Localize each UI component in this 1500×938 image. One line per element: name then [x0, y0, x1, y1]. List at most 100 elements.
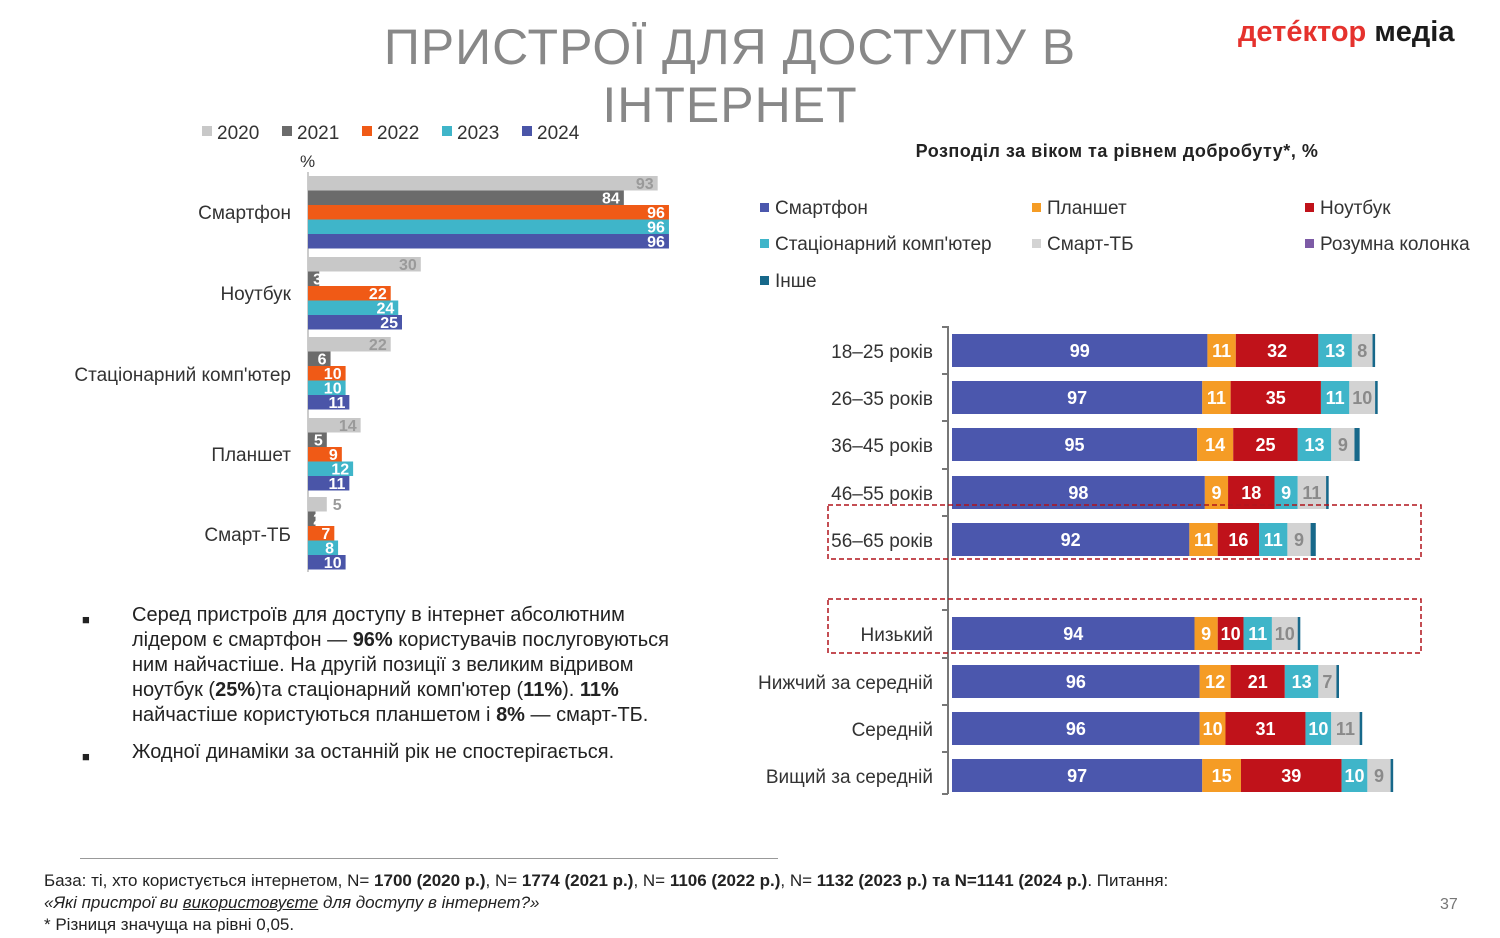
segment-label: 9 [1294, 530, 1304, 550]
legend2-label: Смартфон [775, 198, 868, 219]
bar-label-2023: 8 [325, 541, 334, 558]
bar-label-2023: 12 [331, 462, 349, 479]
segment-2 [1228, 476, 1275, 509]
bar-label-2024: 10 [324, 555, 342, 572]
category-label: Смартфон [198, 203, 291, 224]
segment-6 [1326, 476, 1329, 509]
row-label: 56–65 років [831, 531, 933, 552]
legend-label-2024: 2024 [537, 123, 580, 144]
bar-label-2020: 14 [339, 418, 357, 435]
segment-label: 11 [1248, 624, 1267, 644]
legend2-label: Інше [775, 271, 817, 292]
legend-swatch-2023 [442, 126, 452, 136]
segment-label: 8 [1357, 341, 1367, 361]
bar-label-2024: 25 [380, 315, 398, 332]
segment-label: 13 [1325, 341, 1345, 361]
segment-3 [1305, 712, 1332, 745]
bar-label-2021: 84 [602, 191, 620, 208]
segment-label: 15 [1212, 766, 1232, 786]
segment-label: 11 [1207, 388, 1226, 408]
segment-0 [952, 665, 1200, 698]
legend2-swatch [1305, 239, 1314, 248]
segment-label: 10 [1344, 766, 1364, 786]
row-label: Низький [861, 625, 933, 646]
bar-label-2022: 22 [369, 286, 387, 303]
legend-swatch-2021 [282, 126, 292, 136]
legend-swatch-2020 [202, 126, 212, 136]
highlight-box [827, 598, 1422, 654]
segment-label: 32 [1267, 341, 1287, 361]
legend2-label: Стаціонарний комп'ютер [775, 234, 992, 255]
bar-2020 [308, 176, 658, 191]
legend2-label: Смарт-ТБ [1047, 234, 1134, 255]
bullet-list: ■ Серед пристроїв для доступу в інтернет … [82, 603, 672, 781]
bar-2023 [308, 300, 399, 315]
segment-1 [1189, 523, 1218, 556]
bar-label-2023: 24 [376, 301, 394, 318]
bar-2023 [308, 540, 339, 555]
segment-4 [1318, 665, 1337, 698]
segment-3 [1259, 523, 1288, 556]
segment-label: 9 [1211, 483, 1221, 503]
bar-2024 [308, 395, 350, 410]
category-label: Планшет [211, 445, 291, 466]
legend-label-2023: 2023 [457, 123, 499, 144]
segment-0 [952, 334, 1208, 367]
bar-2023 [308, 380, 346, 395]
row-label: 26–35 років [831, 389, 933, 410]
segment-3 [1284, 665, 1319, 698]
segment-4 [1297, 476, 1327, 509]
segment-label: 18 [1241, 483, 1261, 503]
segment-6 [1375, 381, 1378, 414]
unit-label: % [300, 152, 315, 171]
segment-6 [1390, 759, 1394, 792]
segment-6 [1297, 617, 1301, 650]
footnote-divider [80, 858, 778, 859]
bar-label-2021: 6 [318, 352, 327, 369]
bar-label-2021: 2 [313, 512, 322, 529]
segment-6 [1372, 334, 1376, 367]
segment-label: 14 [1205, 435, 1225, 455]
segment-label: 97 [1067, 766, 1087, 786]
segment-label: 10 [1203, 719, 1223, 739]
bar-label-2022: 7 [321, 526, 330, 543]
legend-swatch-2022 [362, 126, 372, 136]
bar-2020 [308, 418, 361, 433]
segment-label: 9 [1201, 624, 1211, 644]
segment-label: 96 [1066, 672, 1086, 692]
bar-2022 [308, 366, 346, 381]
bar-label-2020: 30 [399, 257, 417, 274]
segment-label: 25 [1255, 435, 1275, 455]
bar-2021 [308, 271, 320, 286]
segment-1 [1197, 428, 1234, 461]
segment-label: 21 [1248, 672, 1268, 692]
segment-4 [1271, 617, 1298, 650]
segment-label: 31 [1255, 719, 1275, 739]
segment-6 [1359, 712, 1363, 745]
segment-label: 98 [1068, 483, 1088, 503]
segment-3 [1243, 617, 1272, 650]
bar-2024 [308, 234, 669, 249]
bar-label-2020: 5 [333, 497, 342, 514]
bar-label-2022: 96 [647, 205, 665, 222]
bullet-item: ■ Серед пристроїв для доступу в інтернет … [82, 603, 672, 728]
segment-label: 9 [1281, 483, 1291, 503]
segment-0 [952, 759, 1203, 792]
segment-label: 94 [1063, 624, 1083, 644]
segment-0 [952, 428, 1198, 461]
legend-swatch-2024 [522, 126, 532, 136]
segment-label: 11 [1212, 341, 1231, 361]
segment-label: 16 [1228, 530, 1248, 550]
segment-3 [1341, 759, 1368, 792]
footnote: База: ті, хто користується інтернетом, N… [44, 870, 1374, 936]
segment-label: 9 [1338, 435, 1348, 455]
page-number: 37 [1440, 896, 1458, 913]
row-label: 36–45 років [831, 436, 933, 457]
category-label: Смарт-ТБ [204, 525, 291, 546]
segment-1 [1194, 617, 1218, 650]
bar-label-2020: 22 [369, 337, 387, 354]
segment-label: 99 [1070, 341, 1090, 361]
chart2-title: Розподіл за віком та рівнем добробуту*, … [916, 141, 1319, 161]
segment-6 [1310, 523, 1316, 556]
segment-label: 12 [1205, 672, 1225, 692]
